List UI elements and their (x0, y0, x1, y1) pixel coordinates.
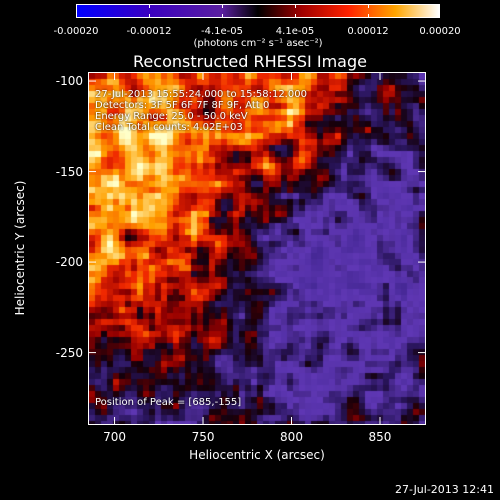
y-tick-label: -200 (55, 255, 83, 270)
colorbar-tick-label: -0.00020 (53, 26, 99, 37)
colorbar-tick-mark (76, 4, 77, 8)
annotation-counts: Clean Total counts: 4.02E+03 (95, 122, 243, 133)
colorbar-tick-label: -4.1e-05 (201, 26, 243, 37)
colorbar-tick-mark (76, 14, 77, 18)
colorbar-tick-mark (222, 4, 223, 8)
colorbar-tick-mark (368, 4, 369, 8)
footer-timestamp: 27-Jul-2013 12:41 (394, 483, 494, 496)
plot-area: 27-Jul-2013 15:55:24.000 to 15:58:12.000… (88, 72, 426, 425)
y-tick-label: -150 (55, 164, 83, 179)
x-axis-title: Heliocentric X (arcsec) (189, 448, 325, 462)
annotation-time-range: 27-Jul-2013 15:55:24.000 to 15:58:12.000 (95, 89, 307, 100)
annotation-detectors: Detectors: 3F 5F 6F 7F 8F 9F, Att 0 (95, 100, 270, 111)
colorbar-tick-mark (295, 14, 296, 18)
annotation-energy-range: Energy Range: 25.0 - 50.0 keV (95, 111, 248, 122)
colorbar-tick-label: 4.1e-05 (275, 26, 315, 37)
colorbar-gradient (77, 5, 439, 17)
colorbar-tick-mark (368, 14, 369, 18)
chart-title: Reconstructed RHESSI Image (133, 52, 367, 71)
y-axis-title: Heliocentric Y (arcsec) (13, 180, 27, 316)
colorbar (76, 4, 440, 18)
colorbar-units: (photons cm⁻² s⁻¹ asec⁻²) (193, 38, 323, 49)
x-tick-label: 750 (191, 430, 215, 444)
colorbar-tick-mark (222, 14, 223, 18)
x-tick-label: 700 (103, 430, 126, 444)
colorbar-tick-mark (439, 14, 440, 18)
y-tick-label: -100 (55, 74, 83, 89)
x-tick-label: 850 (368, 430, 392, 444)
y-tick-label: -250 (55, 345, 83, 360)
colorbar-tick-mark (295, 4, 296, 8)
colorbar-tick-mark (149, 4, 150, 8)
peak-position-label: Position of Peak = [685,-155] (95, 397, 242, 408)
heatmap-image (89, 73, 425, 424)
colorbar-tick-label: 0.00012 (347, 26, 389, 37)
colorbar-tick-mark (149, 14, 150, 18)
colorbar-tick-label: 0.00020 (419, 26, 461, 37)
colorbar-tick-label: -0.00012 (126, 26, 172, 37)
colorbar-tick-mark (439, 4, 440, 8)
x-tick-label: 800 (280, 430, 303, 444)
